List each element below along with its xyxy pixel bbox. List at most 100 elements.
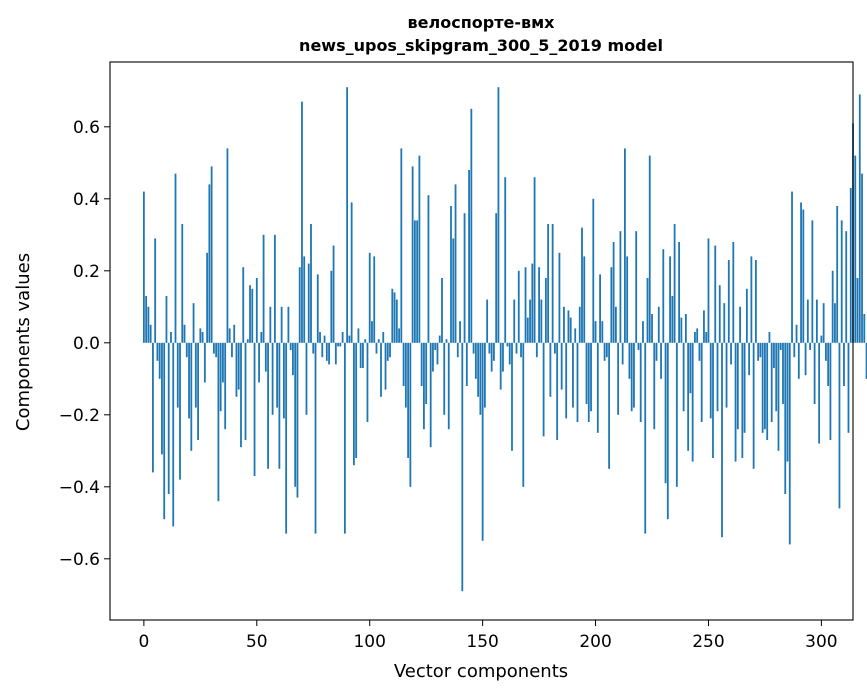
bar-component-174: [535, 342, 538, 358]
bar-component-307: [836, 206, 839, 343]
bar-component-214: [626, 256, 629, 343]
bar-component-57: [271, 342, 274, 415]
bar-component-313: [849, 188, 852, 343]
bar-component-26: [201, 332, 204, 343]
bar-component-200: [594, 321, 597, 343]
chart-title: велоспорте-вмх: [408, 13, 556, 32]
bar-component-238: [680, 317, 683, 343]
bar-component-111: [393, 292, 396, 343]
bar-component-294: [806, 299, 809, 343]
bar-component-50: [255, 278, 258, 343]
bar-component-59: [276, 342, 279, 408]
bar-component-131: [438, 335, 441, 343]
bar-component-63: [285, 342, 288, 534]
bar-component-250: [707, 238, 710, 343]
bar-component-179: [547, 224, 550, 343]
bar-component-210: [617, 342, 620, 415]
bar-component-201: [596, 342, 599, 433]
bar-component-79: [321, 342, 324, 358]
bar-component-4: [152, 342, 154, 473]
bar-component-246: [698, 342, 701, 361]
bar-component-204: [603, 342, 606, 361]
bar-component-316: [856, 278, 859, 343]
ticks-layer: 0 50 100 150 200 250 300 −0.6 −0.4 −0.2 0.0 0.2 0.4 0…: [59, 118, 838, 652]
bar-component-31: [212, 342, 215, 354]
bar-component-95: [357, 328, 360, 343]
bar-component-284: [784, 342, 787, 494]
bar-component-296: [811, 220, 814, 343]
bar-component-93: [353, 342, 355, 466]
bar-component-2: [147, 306, 150, 343]
bar-component-153: [488, 342, 491, 354]
bar-component-100: [368, 252, 371, 343]
bar-component-225: [651, 314, 653, 343]
bar-component-76: [314, 342, 317, 534]
bar-component-12: [170, 332, 172, 343]
bar-component-229: [660, 342, 662, 379]
bar-component-252: [712, 342, 714, 458]
bar-component-90: [346, 87, 349, 343]
bar-component-272: [757, 342, 760, 361]
bar-component-70: [301, 101, 303, 343]
bar-component-160: [504, 177, 507, 343]
x-tick-label: 150: [466, 632, 498, 652]
bar-component-280: [775, 342, 778, 412]
bar-component-239: [682, 342, 685, 412]
bar-component-228: [657, 306, 660, 343]
x-tick-label: 300: [805, 632, 837, 652]
bar-component-242: [689, 342, 692, 394]
bar-component-300: [820, 335, 823, 343]
bar-component-240: [684, 314, 687, 343]
bar-component-317: [858, 94, 861, 343]
bar-component-268: [748, 342, 751, 376]
bar-component-304: [829, 342, 832, 440]
bar-component-232: [666, 342, 669, 520]
bar-component-202: [599, 274, 601, 343]
bar-component-191: [574, 328, 577, 343]
x-axis-label: Vector components: [394, 661, 568, 682]
bar-component-80: [323, 335, 326, 343]
bar-component-151: [483, 342, 486, 408]
bar-component-139: [456, 342, 459, 358]
y-tick-label: 0.4: [73, 190, 100, 210]
bar-component-101: [371, 321, 373, 343]
bar-component-258: [725, 342, 728, 408]
y-tick-label: −0.4: [59, 478, 100, 498]
bar-component-221: [642, 321, 644, 343]
bar-component-223: [646, 278, 649, 343]
bar-component-216: [630, 342, 633, 412]
bar-component-23: [194, 342, 197, 408]
bar-component-273: [759, 342, 762, 358]
bar-component-168: [522, 342, 525, 487]
bar-component-292: [802, 209, 805, 343]
bar-component-196: [585, 342, 588, 404]
bar-component-249: [705, 332, 708, 343]
bar-component-209: [614, 306, 617, 343]
bar-component-136: [450, 206, 452, 343]
bar-component-282: [779, 342, 782, 350]
bar-component-124: [423, 342, 425, 430]
bar-component-172: [531, 263, 534, 343]
bar-component-248: [703, 310, 705, 343]
bar-component-66: [292, 342, 294, 376]
bar-component-184: [558, 252, 561, 343]
bar-component-34: [219, 342, 222, 412]
bar-component-138: [454, 184, 457, 343]
bar-component-270: [752, 342, 755, 469]
bar-component-130: [436, 342, 439, 365]
bar-component-224: [648, 155, 651, 343]
bar-component-260: [730, 342, 732, 365]
bar-component-55: [267, 342, 269, 469]
bar-component-309: [840, 220, 843, 343]
bar-component-161: [506, 342, 509, 347]
bar-component-227: [655, 342, 658, 361]
bar-component-133: [443, 342, 446, 415]
bar-component-117: [407, 342, 410, 458]
bar-component-43: [240, 342, 242, 448]
bar-component-109: [389, 342, 391, 358]
bar-component-99: [366, 342, 369, 422]
bar-component-150: [481, 342, 484, 541]
bar-component-105: [380, 342, 382, 397]
bar-component-14: [174, 173, 177, 343]
